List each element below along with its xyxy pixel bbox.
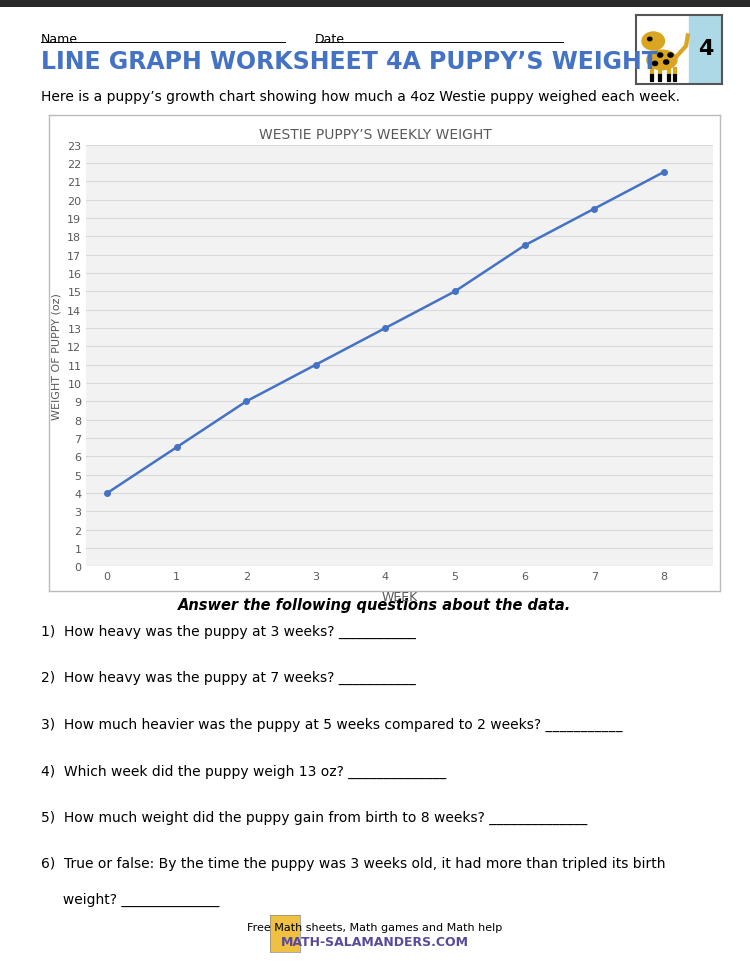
Text: 2)  How heavy was the puppy at 7 weeks? ___________: 2) How heavy was the puppy at 7 weeks? _… [41, 671, 416, 685]
Circle shape [664, 61, 669, 65]
Text: Free Math sheets, Math games and Math help: Free Math sheets, Math games and Math he… [248, 922, 502, 932]
Text: 4)  Which week did the puppy weigh 13 oz? ______________: 4) Which week did the puppy weigh 13 oz?… [41, 764, 446, 778]
Circle shape [652, 62, 658, 67]
Circle shape [658, 54, 663, 58]
Text: 1)  How heavy was the puppy at 3 weeks? ___________: 1) How heavy was the puppy at 3 weeks? _… [41, 624, 416, 639]
Text: Here is a puppy’s growth chart showing how much a 4oz Westie puppy weighed each : Here is a puppy’s growth chart showing h… [41, 90, 680, 104]
Text: LINE GRAPH WORKSHEET 4A PUPPY’S WEIGHT: LINE GRAPH WORKSHEET 4A PUPPY’S WEIGHT [41, 50, 658, 75]
Y-axis label: WEIGHT OF PUPPY (oz): WEIGHT OF PUPPY (oz) [52, 293, 62, 420]
Ellipse shape [646, 51, 677, 71]
Circle shape [648, 38, 652, 42]
Circle shape [642, 33, 664, 51]
Text: weight? ______________: weight? ______________ [41, 891, 220, 906]
Text: 5)  How much weight did the puppy gain from birth to 8 weeks? ______________: 5) How much weight did the puppy gain fr… [41, 810, 587, 825]
Circle shape [668, 54, 673, 58]
X-axis label: WEEK: WEEK [381, 590, 418, 603]
Text: Answer the following questions about the data.: Answer the following questions about the… [178, 598, 572, 612]
Text: Name: Name [41, 33, 78, 46]
Text: Date: Date [315, 33, 345, 46]
Text: 6)  True or false: By the time the puppy was 3 weeks old, it had more than tripl: 6) True or false: By the time the puppy … [41, 857, 666, 870]
Bar [689, 16, 722, 85]
Text: WESTIE PUPPY’S WEEKLY WEIGHT: WESTIE PUPPY’S WEEKLY WEIGHT [259, 128, 491, 141]
Text: MATH-SALAMANDERS.COM: MATH-SALAMANDERS.COM [281, 935, 469, 948]
Text: 4: 4 [698, 39, 713, 59]
Text: 3)  How much heavier was the puppy at 5 weeks compared to 2 weeks? ___________: 3) How much heavier was the puppy at 5 w… [41, 717, 622, 732]
